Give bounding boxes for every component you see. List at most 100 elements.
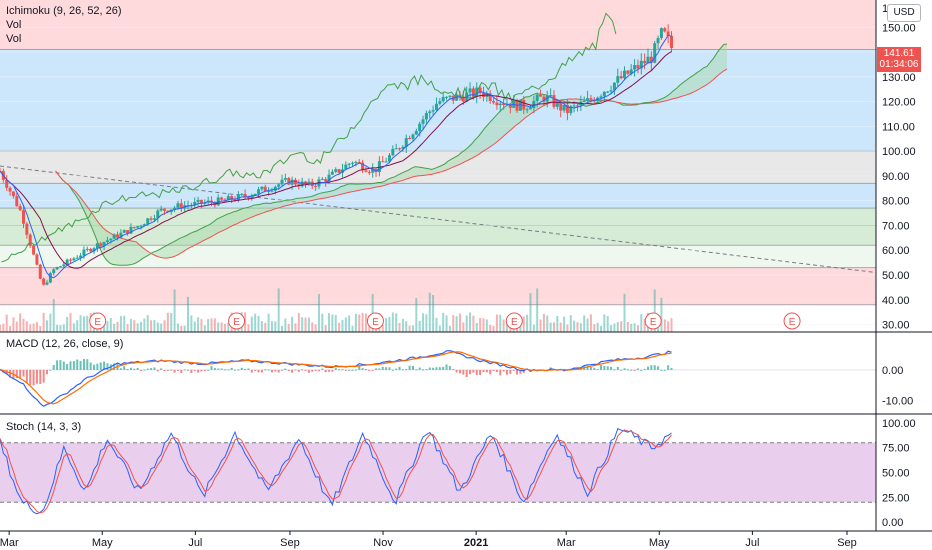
currency-button[interactable]: USD xyxy=(887,4,921,22)
candle-body xyxy=(636,65,640,69)
vol-label-1[interactable]: Vol xyxy=(6,19,22,31)
candle-body xyxy=(176,203,180,208)
volume-bar xyxy=(344,317,347,332)
candle-body xyxy=(270,190,274,192)
vol-label-2[interactable]: Vol xyxy=(6,33,22,45)
volume-bar xyxy=(123,315,126,332)
volume-bar xyxy=(536,288,539,332)
macd-histogram-bar xyxy=(29,369,32,385)
candle-body xyxy=(361,162,365,171)
volume-bar xyxy=(183,325,186,332)
candle-body xyxy=(448,95,452,97)
candle-body xyxy=(139,225,143,227)
candle-body xyxy=(166,210,170,212)
volume-bar xyxy=(119,316,122,332)
candle-body xyxy=(52,269,56,274)
volume-bar xyxy=(422,313,425,332)
candle-body xyxy=(572,105,576,107)
macd-histogram-bar xyxy=(646,366,649,370)
volume-bar xyxy=(485,319,488,332)
volume-bar xyxy=(599,325,602,332)
candle-body xyxy=(330,171,334,175)
candle-body xyxy=(136,226,140,228)
volume-bar xyxy=(264,322,267,332)
macd-histogram-bar xyxy=(589,367,592,370)
macd-histogram-bar xyxy=(217,368,220,370)
candle-body xyxy=(324,179,328,182)
volume-bar xyxy=(566,324,569,332)
candle-body xyxy=(152,218,156,220)
macd-histogram-bar xyxy=(485,369,488,373)
volume-bar xyxy=(549,322,552,332)
candle-body xyxy=(92,248,96,252)
macd-histogram-bar xyxy=(277,369,280,373)
macd-histogram-bar xyxy=(334,368,337,370)
macd-histogram-bar xyxy=(260,369,263,373)
volume-bar xyxy=(197,317,200,332)
macd-histogram-bar xyxy=(113,363,116,370)
volume-bar xyxy=(15,321,18,332)
candle-body xyxy=(226,196,230,201)
candle-body xyxy=(384,161,388,163)
x-tick-label-5: 2021 xyxy=(464,537,488,549)
candle-body xyxy=(408,138,412,140)
macd-histogram-bar xyxy=(247,368,250,370)
volume-bar xyxy=(62,324,65,332)
macd-histogram-bar xyxy=(650,365,653,370)
candle-body xyxy=(539,94,543,97)
candle-body xyxy=(616,76,620,83)
candle-body xyxy=(391,148,395,156)
macd-histogram-bar xyxy=(606,366,609,370)
ichimoku-label[interactable]: Ichimoku (9, 26, 52, 26) xyxy=(6,5,122,17)
candle-body xyxy=(109,238,113,241)
stoch-tick-label-0: 100.00 xyxy=(882,418,916,430)
macd-histogram-bar xyxy=(244,368,247,370)
macd-histogram-bar xyxy=(368,369,371,371)
volume-bar xyxy=(348,315,351,332)
volume-bar xyxy=(19,313,22,332)
candle-body xyxy=(374,168,378,173)
candle-body xyxy=(424,113,428,120)
volume-bar xyxy=(173,289,176,332)
candle-body xyxy=(371,168,375,173)
macd-histogram-bar xyxy=(495,369,498,372)
volume-bar xyxy=(297,312,300,332)
macd-histogram-bar xyxy=(640,369,643,371)
candle-body xyxy=(240,193,244,195)
volume-bar xyxy=(465,315,468,332)
macd-histogram-bar xyxy=(89,362,92,370)
macd-label[interactable]: MACD (12, 26, close, 9) xyxy=(6,338,124,350)
macd-histogram-bar xyxy=(223,369,226,371)
macd-histogram-bar xyxy=(123,366,126,370)
volume-bar xyxy=(576,322,579,332)
macd-histogram-bar xyxy=(140,369,143,371)
macd-tick-label-0: 0.00 xyxy=(882,365,903,377)
stoch-label[interactable]: Stoch (14, 3, 3) xyxy=(6,421,82,433)
macd-histogram-bar xyxy=(193,369,196,371)
candle-body xyxy=(129,226,133,234)
candle-body xyxy=(156,210,160,219)
x-tick-label-4: Nov xyxy=(373,537,393,549)
candle-body xyxy=(404,138,408,147)
candle-body xyxy=(5,179,9,188)
macd-histogram-bar xyxy=(411,365,414,370)
volume-bar xyxy=(405,321,408,332)
volume-bar xyxy=(425,314,428,332)
candle-body xyxy=(99,243,103,247)
macd-histogram-bar xyxy=(230,367,233,370)
macd-histogram-bar xyxy=(623,368,626,370)
candle-body xyxy=(8,187,12,192)
volume-bar xyxy=(670,318,673,332)
volume-bar xyxy=(462,322,465,332)
volume-bar xyxy=(509,325,512,332)
candle-body xyxy=(629,69,633,74)
volume-bar xyxy=(603,314,606,332)
candle-body xyxy=(518,99,522,111)
macd-histogram-bar xyxy=(344,369,347,371)
macd-histogram-bar xyxy=(79,360,82,370)
candle-body xyxy=(495,102,499,106)
candle-body xyxy=(656,38,660,44)
macd-histogram-bar xyxy=(200,369,203,372)
